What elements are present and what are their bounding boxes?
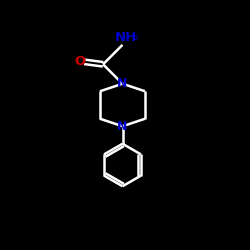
Text: $_2$: $_2$ — [132, 33, 138, 43]
Text: N: N — [117, 120, 128, 133]
Text: N: N — [117, 77, 128, 90]
Text: NH: NH — [114, 31, 136, 44]
Text: O: O — [74, 55, 86, 68]
